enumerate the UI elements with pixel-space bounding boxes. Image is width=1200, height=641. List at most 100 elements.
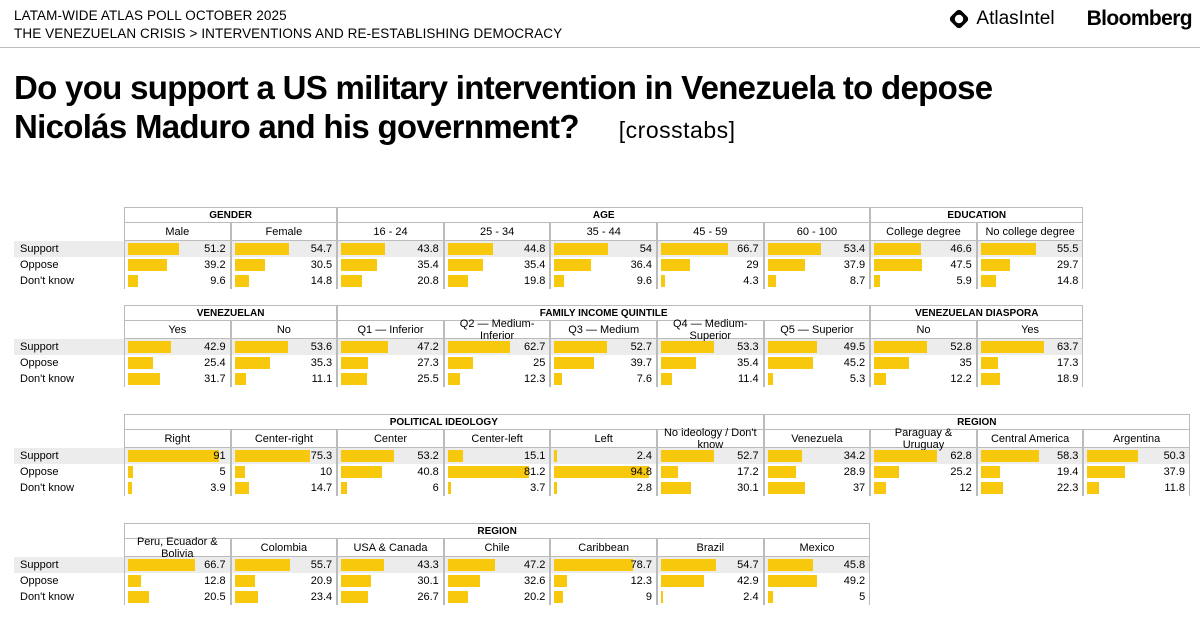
row-label-oppose: Oppose — [20, 575, 59, 587]
value-oppose: 25 — [533, 357, 546, 369]
column-header-center-left: Center-left — [443, 430, 551, 448]
value-don-t-know: 20.5 — [204, 591, 226, 603]
column-header-45-59: 45 - 59 — [657, 223, 764, 241]
group-header-region: REGION — [763, 414, 1190, 430]
value-don-t-know: 30.1 — [737, 482, 759, 494]
column-header-center: Center — [337, 430, 444, 448]
value-support: 53.3 — [737, 341, 759, 353]
bar-oppose — [341, 357, 369, 369]
bar-support — [980, 341, 1045, 353]
value-support: 51.2 — [204, 243, 226, 255]
data-column: 52.8 35 12.2 — [870, 339, 977, 387]
value-don-t-know: 11.8 — [1164, 482, 1185, 494]
value-don-t-know: 2.4 — [743, 591, 759, 603]
bar-support — [234, 450, 310, 462]
value-support: 53.6 — [310, 341, 333, 353]
column-header-no-ideology-don-t-know: No ideology / Don't know — [657, 427, 764, 451]
value-don-t-know: 3.7 — [530, 482, 546, 494]
group-header-gender: GENDER — [124, 207, 338, 223]
bar-oppose — [447, 575, 481, 587]
bar-support — [128, 341, 171, 353]
data-column: 47.2 27.3 25.5 — [337, 339, 444, 387]
value-oppose: 32.6 — [523, 575, 546, 587]
value-oppose: 36.4 — [630, 259, 652, 271]
bar-support — [234, 559, 291, 571]
bar-support — [980, 450, 1040, 462]
value-don-t-know: 31.7 — [204, 373, 226, 385]
row-label-don-t-know: Don't know — [20, 275, 75, 287]
bar-don-t-know — [447, 275, 468, 287]
value-support: 52.7 — [737, 450, 759, 462]
value-oppose: 40.8 — [417, 466, 439, 478]
bar-support — [447, 341, 511, 353]
bar-support — [874, 450, 937, 462]
group-header-age: AGE — [337, 207, 871, 223]
bar-oppose — [341, 259, 377, 271]
value-support: 47.2 — [523, 559, 546, 571]
value-support: 91 — [213, 450, 226, 462]
bar-support — [980, 243, 1037, 255]
bar-oppose — [767, 259, 806, 271]
column-header-argentina: Argentina — [1083, 430, 1190, 448]
bar-support — [128, 559, 195, 571]
value-oppose: 35.4 — [737, 357, 759, 369]
value-don-t-know: 9 — [645, 591, 652, 603]
bar-support — [661, 450, 714, 462]
bar-oppose — [128, 259, 168, 271]
row-label-support: Support — [20, 450, 59, 462]
value-oppose: 35.3 — [310, 357, 333, 369]
bar-oppose — [554, 259, 591, 271]
value-support: 75.3 — [310, 450, 333, 462]
group-header-region: REGION — [124, 523, 871, 539]
bar-don-t-know — [661, 373, 673, 385]
value-don-t-know: 5 — [859, 591, 866, 603]
bar-oppose — [980, 259, 1011, 271]
bar-don-t-know — [554, 591, 564, 603]
value-support: 15.1 — [523, 450, 546, 462]
value-oppose: 94.8 — [630, 466, 652, 478]
bar-oppose — [128, 575, 141, 587]
bar-don-t-know — [661, 275, 666, 287]
bar-support — [874, 243, 921, 255]
bar-support — [554, 450, 557, 462]
data-column: 53.2 40.8 6 — [337, 448, 444, 496]
value-oppose: 35.4 — [523, 259, 546, 271]
group-header-education: EDUCATION — [870, 207, 1084, 223]
value-oppose: 25.4 — [204, 357, 226, 369]
data-column: 51.2 39.2 9.6 — [124, 241, 231, 289]
value-don-t-know: 20.8 — [417, 275, 439, 287]
value-don-t-know: 14.7 — [310, 482, 333, 494]
bar-support — [767, 450, 802, 462]
value-oppose: 5 — [219, 466, 226, 478]
bar-don-t-know — [128, 591, 149, 603]
bar-oppose — [554, 357, 595, 369]
value-support: 45.8 — [843, 559, 866, 571]
header-line-2: THE VENEZUELAN CRISIS > INTERVENTIONS AN… — [14, 26, 563, 41]
column-header-no: No — [230, 321, 338, 339]
data-column: 75.3 10 14.7 — [230, 448, 338, 496]
data-column: 53.6 35.3 11.1 — [230, 339, 338, 387]
bar-oppose — [128, 466, 133, 478]
value-don-t-know: 3.9 — [210, 482, 226, 494]
value-support: 63.7 — [1056, 341, 1079, 353]
value-oppose: 30.5 — [310, 259, 333, 271]
value-oppose: 27.3 — [417, 357, 439, 369]
bar-oppose — [341, 575, 372, 587]
value-don-t-know: 2.8 — [636, 482, 652, 494]
column-header-q2-medium-inferior: Q2 — Medium-Inferior — [443, 318, 551, 342]
value-don-t-know: 23.4 — [310, 591, 333, 603]
column-header-left: Left — [550, 430, 657, 448]
bar-support — [128, 450, 219, 462]
title-line-1: Do you support a US military interventio… — [14, 69, 993, 106]
column-header-yes: Yes — [976, 321, 1084, 339]
column-header-mexico: Mexico — [763, 539, 871, 557]
bar-oppose — [661, 259, 690, 271]
value-oppose: 12.3 — [630, 575, 652, 587]
value-don-t-know: 5.3 — [849, 373, 866, 385]
group-header-venezuelan-diaspora: VENEZUELAN DIASPORA — [870, 305, 1084, 321]
value-don-t-know: 25.5 — [417, 373, 439, 385]
atlasintel-logo: AtlasIntel — [948, 8, 1055, 30]
column-header-q5-superior: Q5 — Superior — [763, 321, 871, 339]
value-support: 66.7 — [737, 243, 759, 255]
value-support: 49.5 — [843, 341, 866, 353]
